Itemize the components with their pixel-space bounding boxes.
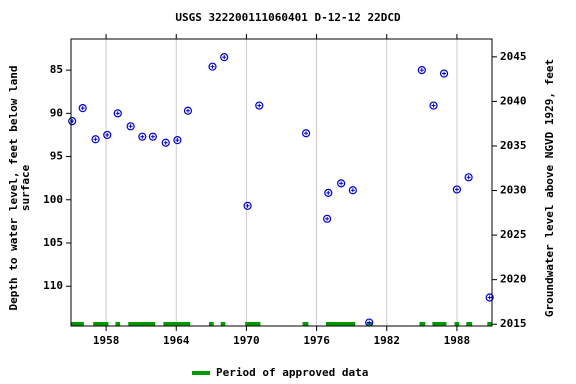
- data-point: [255, 101, 264, 110]
- data-point: [301, 129, 311, 138]
- data-point: [68, 117, 77, 126]
- y2-tick-label: 2020: [500, 273, 527, 286]
- plot-frame: [70, 38, 493, 327]
- y2-tick-label: 2015: [500, 317, 527, 330]
- data-point: [78, 104, 87, 113]
- chart-title: USGS 322200111060401 D-12-12 22DCD: [175, 11, 401, 24]
- data-point: [208, 62, 217, 71]
- data-point: [220, 53, 229, 62]
- x-tick-label: 1976: [303, 334, 330, 347]
- data-point: [348, 186, 357, 195]
- y-tick-label: 95: [50, 150, 63, 163]
- x-tick-label: 1988: [444, 334, 471, 347]
- x-tick-label: 1964: [163, 334, 190, 347]
- approved-period: [466, 322, 473, 326]
- approved-period: [93, 322, 109, 326]
- approved-period: [128, 322, 156, 326]
- data-point: [337, 179, 346, 188]
- y2-tick-label: 2025: [500, 228, 527, 241]
- data-point: [113, 109, 122, 118]
- approved-period: [71, 322, 84, 326]
- y-tick-label: 105: [43, 236, 63, 249]
- y2-axis-label: Groundwater level above NGVD 1929, feet: [543, 59, 556, 317]
- y-tick-label: 90: [50, 106, 63, 119]
- y-tick-label: 110: [43, 279, 63, 292]
- y-axis-label: surface: [19, 164, 32, 211]
- data-point: [439, 69, 449, 78]
- approved-period: [220, 322, 226, 326]
- data-point: [91, 135, 100, 144]
- data-point: [103, 130, 112, 140]
- data-point: [126, 122, 135, 131]
- data-point: [173, 136, 182, 145]
- data-point: [417, 66, 426, 75]
- y-tick-label: 85: [50, 63, 63, 76]
- data-point: [148, 132, 157, 141]
- approved-period: [487, 322, 492, 326]
- approved-period: [302, 322, 309, 326]
- y2-tick-label: 2030: [500, 184, 527, 197]
- approved-period: [366, 322, 373, 326]
- y2-tick-label: 2045: [500, 50, 527, 63]
- approved-period: [432, 322, 447, 326]
- data-point: [464, 173, 473, 182]
- data-point: [138, 132, 147, 141]
- approved-period: [454, 322, 460, 326]
- legend-label: Period of approved data: [216, 366, 368, 379]
- approved-period: [208, 322, 214, 326]
- x-tick-label: 1958: [93, 334, 120, 347]
- data-point: [429, 101, 438, 110]
- data-point: [324, 188, 333, 197]
- x-tick-label: 1970: [233, 334, 260, 347]
- approved-period: [163, 322, 191, 326]
- approved-period: [245, 322, 261, 326]
- approved-period: [325, 322, 356, 326]
- data-point: [485, 293, 494, 302]
- data-point: [243, 201, 252, 210]
- data-point: [183, 106, 193, 115]
- y-tick-label: 100: [43, 193, 63, 206]
- data-point: [323, 214, 332, 223]
- approved-period: [419, 322, 426, 326]
- y-axis-label: Depth to water level, feet below land: [7, 65, 20, 310]
- data-point: [161, 138, 170, 147]
- y2-tick-label: 2035: [500, 139, 527, 152]
- data-point: [452, 185, 462, 194]
- approved-period: [115, 322, 121, 326]
- x-tick-label: 1982: [374, 334, 401, 347]
- y2-tick-label: 2040: [500, 94, 527, 107]
